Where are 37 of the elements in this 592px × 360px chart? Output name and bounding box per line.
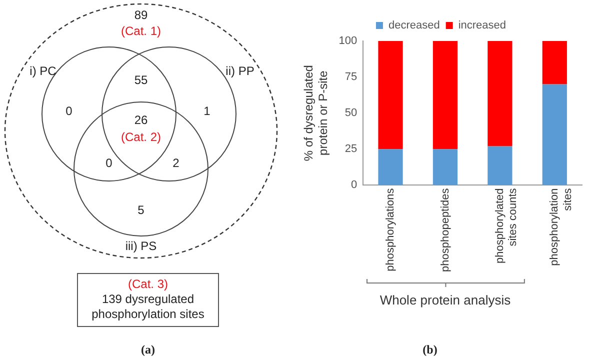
x-tick-label: phosphopeptides [439, 188, 452, 272]
y-tick-label: 75 [344, 71, 358, 84]
text: iii) PS [125, 239, 157, 253]
x-tick-label: phosphorylations [384, 188, 397, 272]
text: Whole protein analysis [380, 292, 511, 308]
text: ii) PP [226, 64, 254, 78]
legend-label: decreased [388, 20, 440, 32]
legend-label: increased [458, 20, 506, 32]
text: 5 [138, 203, 144, 217]
text: (b) [422, 342, 438, 358]
text: 55 [134, 73, 148, 87]
text: 0 [106, 156, 112, 170]
bar [488, 41, 512, 146]
text: (Cat. 3) [128, 277, 168, 291]
bar [542, 41, 567, 84]
y-tick-label: 0 [351, 179, 358, 192]
bar [488, 146, 512, 186]
y-tick-label: 50 [344, 107, 358, 120]
bar [378, 41, 403, 150]
bar [542, 84, 567, 186]
text: 2 [172, 156, 180, 170]
text: 139 dysregulated phosphorylation sites [90, 292, 206, 322]
text: 26 [134, 113, 148, 127]
text: 0 [66, 104, 72, 118]
text: i) PC [30, 64, 56, 78]
bar [432, 149, 458, 186]
text: 1 [204, 104, 210, 118]
y-tick-label: 25 [344, 143, 358, 156]
text: (Cat. 1) [120, 24, 162, 38]
bar [378, 149, 403, 186]
y-tick-label: 100 [338, 35, 358, 48]
text: (a) [141, 342, 155, 358]
text: (Cat. 2) [120, 130, 162, 144]
bar [432, 41, 458, 150]
y-axis-title: % of dysregulated protein or P-site [302, 65, 330, 162]
x-tick-label: phosphorylation sites [548, 188, 574, 266]
text: 89 [134, 8, 148, 22]
